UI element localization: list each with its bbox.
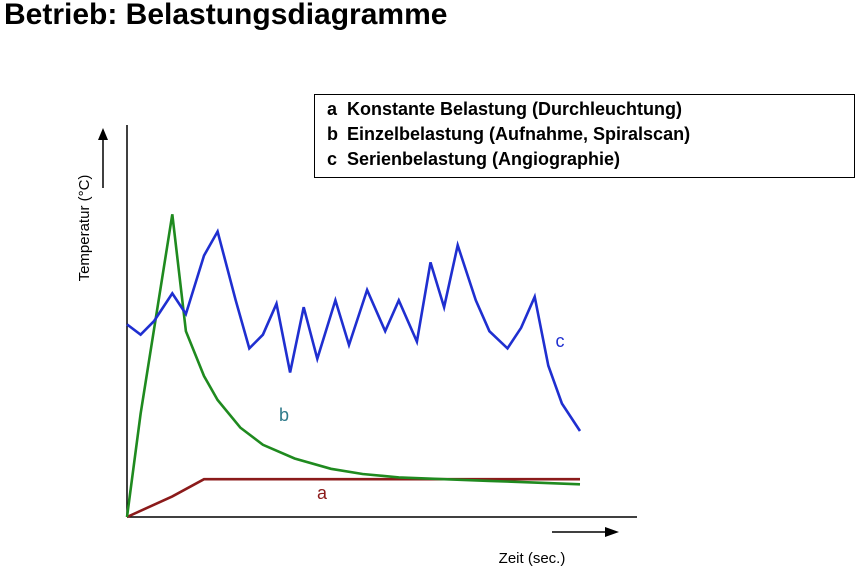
series-b-line — [125, 214, 581, 518]
legend-key-a: a — [327, 99, 338, 119]
legend-key-c: c — [327, 149, 338, 169]
legend-entry-b: b Einzelbelastung (Aufnahme, Spiralscan) — [327, 124, 690, 145]
series-a-line — [126, 477, 580, 519]
y-axis-label: Temperatur (°C) — [76, 175, 93, 282]
x-direction-arrow — [552, 527, 619, 537]
series-c-label: c — [556, 331, 565, 351]
y-direction-arrow — [98, 128, 108, 188]
legend-text-a: Konstante Belastung (Durchleuchtung) — [347, 99, 683, 119]
legend-key-b: b — [327, 124, 338, 144]
x-axis-label: Zeit (sec.) — [499, 550, 566, 567]
legend-text-b: Einzelbelastung (Aufnahme, Spiralscan) — [347, 124, 691, 144]
series-layer: a b c — [125, 214, 582, 519]
legend-text-c: Serienbelastung (Angiographie) — [347, 149, 621, 169]
page-title: Betrieb: Belastungsdiagramme — [4, 0, 448, 31]
series-a-label: a — [317, 483, 328, 503]
series-b-label: b — [279, 405, 289, 425]
legend-entry-a: a Konstante Belastung (Durchleuchtung) — [327, 99, 682, 120]
legend-entry-c: c Serienbelastung (Angiographie) — [327, 149, 620, 170]
series-c-line — [126, 228, 582, 432]
